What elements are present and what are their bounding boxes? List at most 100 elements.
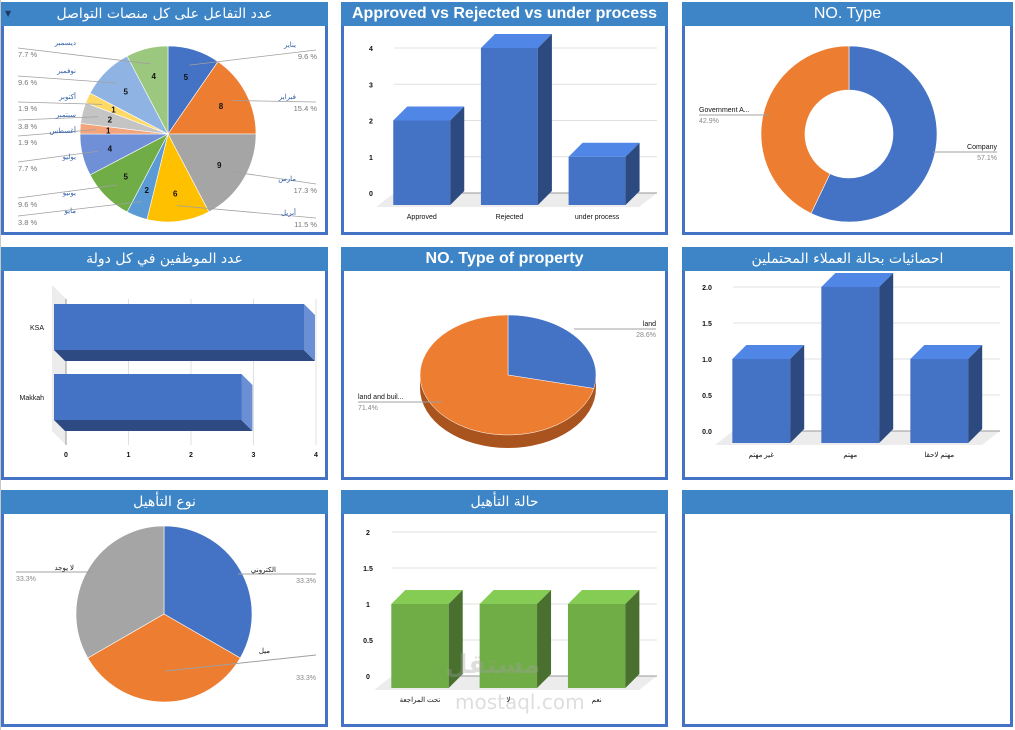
leader-line: [176, 205, 317, 219]
percent-label: 28.6%: [636, 332, 656, 339]
bar-side: [968, 345, 983, 443]
bar-side: [625, 142, 640, 205]
panel-empty: [682, 490, 1013, 727]
bar-front: [391, 604, 449, 688]
pie-slice-1: [507, 314, 597, 389]
data-label: 5: [123, 172, 128, 181]
panel-header: عدد الموظفين في كل دولة: [1, 247, 328, 271]
bar-side: [450, 106, 465, 205]
x-tick-label: نعم: [592, 697, 602, 704]
bar-top: [821, 273, 894, 287]
chart-employees-bar: 0 1 2 3 4 KSA Makkah: [19, 285, 318, 459]
pie-slice-12: [126, 45, 169, 135]
bar-top: [480, 34, 552, 48]
y-tick-label: Makkah: [19, 395, 44, 402]
panel-header: نوع التأهيل: [1, 490, 328, 514]
category-label: أغسطس: [49, 125, 76, 135]
category-label: يونيو: [62, 190, 76, 197]
percent-label: 7.7 %: [18, 50, 38, 59]
bar-front: [910, 359, 969, 443]
data-label: 2: [108, 116, 113, 125]
percent-label: 1.9 %: [18, 104, 38, 113]
leader-line: [229, 170, 317, 185]
chart-title: حالة التأهيل: [470, 494, 539, 510]
pie-slice-3: [75, 525, 165, 659]
panel-property-pie: NO. Type of property land 28.6% land and b…: [341, 247, 668, 480]
x-tick-label: مهتم: [843, 452, 857, 459]
bar-front: [567, 604, 626, 688]
panel-header: NO. Type: [682, 2, 1013, 26]
percent-label: 33.3%: [296, 578, 316, 585]
leader-line: [231, 100, 317, 103]
bar-side: [537, 34, 552, 205]
data-label: 9: [217, 161, 222, 170]
x-tick-label: Approved: [407, 214, 437, 221]
y-tick-label: 0.5: [363, 638, 373, 645]
percent-label: 33.3%: [296, 675, 316, 682]
category-label: Company: [967, 144, 997, 151]
leader-line: [17, 129, 97, 137]
percent-label: 71.4%: [358, 405, 378, 412]
percent-label: 9.6 %: [18, 200, 38, 209]
chart-title: نوع التأهيل: [133, 494, 196, 510]
chart-title: عدد التفاعل على كل منصات التواصل: [56, 6, 273, 22]
x-tick-label: 0: [64, 452, 68, 459]
x-tick-label: 3: [252, 452, 256, 459]
category-label: ديسمبر: [54, 40, 76, 47]
pie-slice-2: [167, 61, 257, 135]
bar-side: [879, 273, 894, 443]
leader-line: [17, 184, 118, 199]
category-label: فبراير: [278, 93, 296, 101]
panel-qual-type-pie: نوع التأهيل الكتروني 33.3% ميل 33.3% لا يوجد…: [1, 490, 328, 727]
panel-social-pie: ▼ عدد التفاعل على كل منصات التواصل 5 8 9 6 2 5…: [1, 2, 328, 235]
data-label: 5: [123, 88, 128, 97]
category-label: مايو: [64, 207, 77, 215]
chart-property-pie: land 28.6% land and buil... 71.4%: [358, 314, 656, 448]
doughnut-slice-2: [760, 45, 850, 214]
bar-front: [821, 287, 880, 443]
y-tick-label: 0: [366, 674, 370, 681]
bar-bottom: [54, 350, 315, 361]
percent-label: 42.9%: [699, 118, 719, 125]
bar-top: [732, 345, 805, 359]
dropdown-arrow-icon[interactable]: ▼: [5, 9, 12, 18]
x-tick-label: under process: [575, 214, 620, 221]
y-tick-label: 2: [366, 530, 370, 537]
category-label: لا يوجد: [54, 564, 74, 572]
y-tick-label: 0.5: [702, 393, 712, 400]
leader-line: [165, 654, 317, 672]
leader-line: [17, 201, 143, 217]
y-tick-label: 0.0: [702, 429, 712, 436]
bar-side: [448, 590, 463, 688]
bar-side: [537, 590, 552, 688]
category-label: يوليو: [62, 153, 76, 161]
pie-slice-1: [163, 525, 253, 659]
chart-title: احصائيات بحالة العملاء المحتملين: [751, 251, 944, 267]
category-label: أكتوبر: [58, 91, 76, 101]
category-label: مارس: [278, 175, 296, 183]
panel-qual-status-bar: حالة التأهيل 0 0.5 1 1.5 2 تحت المراجعة لا نعم: [341, 490, 668, 727]
x-tick-label: 4: [314, 452, 318, 459]
chart-title: NO. Type: [813, 5, 882, 22]
percent-label: 57.1%: [977, 155, 997, 162]
panel-header: ▼ عدد التفاعل على كل منصات التواصل: [1, 2, 328, 26]
leader-line: [17, 116, 98, 121]
panel-header: [682, 490, 1013, 514]
y-tick-label: 1.5: [363, 566, 373, 573]
panel-approval-bar: Approved vs Rejected vs under process 0 1…: [341, 2, 668, 235]
y-tick-label: 1.0: [702, 357, 712, 364]
data-label: 8: [219, 102, 224, 111]
category-label: أبريل: [281, 207, 296, 217]
x-tick-label: 1: [127, 452, 131, 459]
panel-header: Approved vs Rejected vs under process: [341, 2, 668, 26]
category-label: نوفمبر: [56, 68, 76, 75]
category-label: يناير: [283, 41, 296, 49]
data-label: 5: [184, 73, 189, 82]
leader-line: [17, 75, 118, 84]
x-tick-label: تحت المراجعة: [400, 696, 441, 704]
bar-front: [54, 304, 304, 350]
category-label: land and buil...: [358, 394, 404, 401]
data-label: 1: [111, 105, 116, 114]
category-label: الكتروني: [251, 566, 276, 574]
